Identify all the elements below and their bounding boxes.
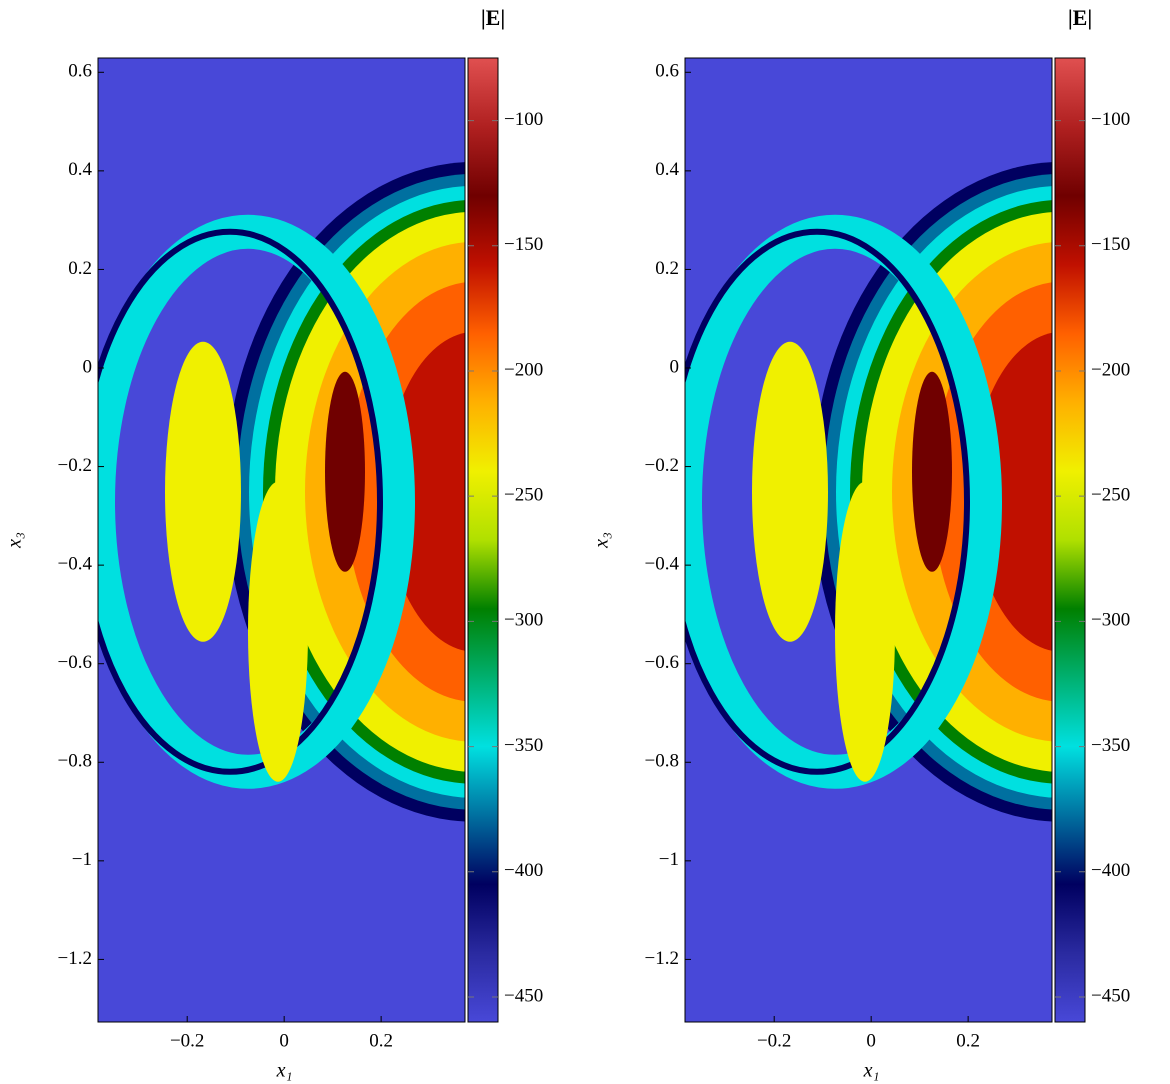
colorbar-tick-label: −300 bbox=[1091, 610, 1130, 631]
field-region bbox=[248, 481, 308, 782]
colorbar bbox=[467, 57, 499, 1023]
colorbar-label: |E| bbox=[1068, 5, 1092, 30]
x-tick-label: −0.2 bbox=[757, 1030, 791, 1051]
y-tick-label: 0.2 bbox=[68, 258, 92, 279]
y-tick-label: −0.4 bbox=[58, 553, 93, 574]
y-tick-label: −0.8 bbox=[645, 751, 679, 772]
y-tick-label: −0.4 bbox=[645, 553, 680, 574]
field-region bbox=[165, 341, 241, 642]
field-region bbox=[752, 341, 828, 642]
y-tick-label: −1.2 bbox=[645, 948, 679, 969]
y-tick-label: 0.4 bbox=[68, 159, 92, 180]
field-region bbox=[835, 481, 895, 782]
field bbox=[98, 58, 465, 1022]
colorbar-tick-label: −200 bbox=[1091, 359, 1130, 380]
colorbar-tick-label: −100 bbox=[1091, 109, 1130, 130]
colorbar-tick-label: −200 bbox=[504, 359, 543, 380]
y-tick-label: −0.6 bbox=[645, 652, 679, 673]
colorbar-tick-label: −150 bbox=[504, 234, 543, 255]
x-tick-label: 0.2 bbox=[369, 1030, 393, 1051]
y-tick-label: −1 bbox=[72, 849, 92, 870]
field-region bbox=[685, 228, 970, 775]
colorbar-label: |E| bbox=[481, 5, 505, 30]
colorbar-tick-label: −100 bbox=[504, 109, 543, 130]
field-region bbox=[98, 228, 383, 775]
y-tick-label: −0.2 bbox=[645, 455, 679, 476]
y-axis-label: x₃ bbox=[4, 532, 26, 549]
colorbar-tick-label: −450 bbox=[1091, 985, 1130, 1006]
colorbar bbox=[1054, 57, 1086, 1023]
colorbar-tick-label: −250 bbox=[504, 485, 543, 506]
y-axis-label: x₃ bbox=[591, 532, 613, 549]
colorbar-tick-label: −450 bbox=[504, 985, 543, 1006]
y-tick-label: 0 bbox=[83, 356, 93, 377]
colorbar-tick-label: −300 bbox=[504, 610, 543, 631]
y-tick-label: −0.6 bbox=[58, 652, 92, 673]
axes-frame bbox=[684, 57, 1053, 1023]
colorbar-tick-label: −150 bbox=[1091, 234, 1130, 255]
x-tick-label: 0 bbox=[279, 1030, 289, 1051]
x-axis-label: x₁ bbox=[276, 1060, 293, 1082]
y-tick-label: −1.2 bbox=[58, 948, 92, 969]
y-tick-label: −0.8 bbox=[58, 751, 92, 772]
x-tick-label: −0.2 bbox=[170, 1030, 204, 1051]
colorbar-tick-label: −400 bbox=[504, 860, 543, 881]
x-tick-label: 0.2 bbox=[956, 1030, 980, 1051]
axes-frame bbox=[97, 57, 466, 1023]
y-tick-label: −0.2 bbox=[58, 455, 92, 476]
field-region bbox=[912, 371, 952, 572]
y-tick-label: −1 bbox=[659, 849, 679, 870]
colorbar-tick-label: −350 bbox=[1091, 735, 1130, 756]
x-tick-label: 0 bbox=[866, 1030, 876, 1051]
colorbar-tick-label: −250 bbox=[1091, 485, 1130, 506]
y-tick-label: 0.6 bbox=[68, 61, 92, 82]
x-axis-label: x₁ bbox=[863, 1060, 880, 1082]
colorbar-tick-label: −350 bbox=[504, 735, 543, 756]
y-tick-label: 0 bbox=[670, 356, 680, 377]
field-region bbox=[325, 371, 365, 572]
y-tick-label: 0.4 bbox=[655, 159, 679, 180]
y-tick-label: 0.6 bbox=[655, 61, 679, 82]
y-tick-label: 0.2 bbox=[655, 258, 679, 279]
field bbox=[685, 58, 1052, 1022]
colorbar-tick-label: −400 bbox=[1091, 860, 1130, 881]
